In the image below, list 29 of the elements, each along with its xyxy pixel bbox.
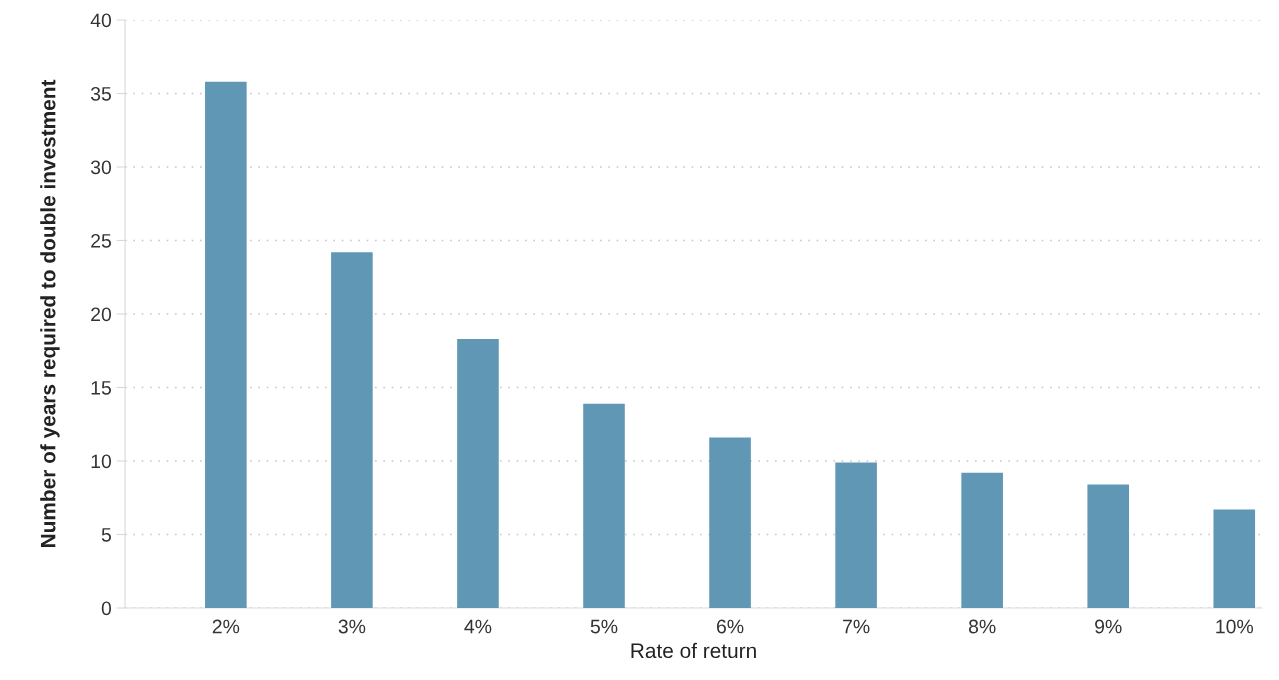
bar (205, 81, 247, 608)
bar (709, 437, 751, 608)
x-tick-label: 8% (968, 619, 996, 634)
y-tick-label: 15 (91, 381, 111, 395)
y-tick-label: 35 (90, 86, 111, 101)
x-tick-label: 3% (338, 619, 366, 634)
bar (1087, 484, 1130, 608)
y-tick-label: 20 (91, 307, 112, 322)
bar (961, 472, 1003, 608)
y-axis-title: Number of years required to double investment (40, 79, 60, 548)
x-tick-label: 6% (716, 619, 744, 634)
bar (583, 403, 625, 608)
x-tick-label: 10% (1216, 619, 1254, 634)
y-tick-label: 5 (101, 528, 111, 542)
x-tick-label: 4% (464, 619, 492, 634)
bar (331, 252, 373, 608)
bar (1213, 509, 1256, 608)
x-tick-label: 5% (590, 619, 618, 634)
y-tick-label: 10 (91, 454, 112, 469)
x-tick-label: 2% (212, 619, 240, 634)
bar (835, 462, 877, 608)
x-tick-label: 7% (843, 619, 870, 634)
y-tick-label: 25 (91, 233, 111, 248)
x-tick-label: 9% (1095, 619, 1122, 634)
y-tick-label: 40 (90, 13, 112, 28)
x-axis-title: Rate of return (631, 642, 756, 659)
bar (457, 338, 499, 608)
y-tick-label: 0 (101, 601, 112, 616)
y-tick-label: 30 (90, 160, 112, 175)
